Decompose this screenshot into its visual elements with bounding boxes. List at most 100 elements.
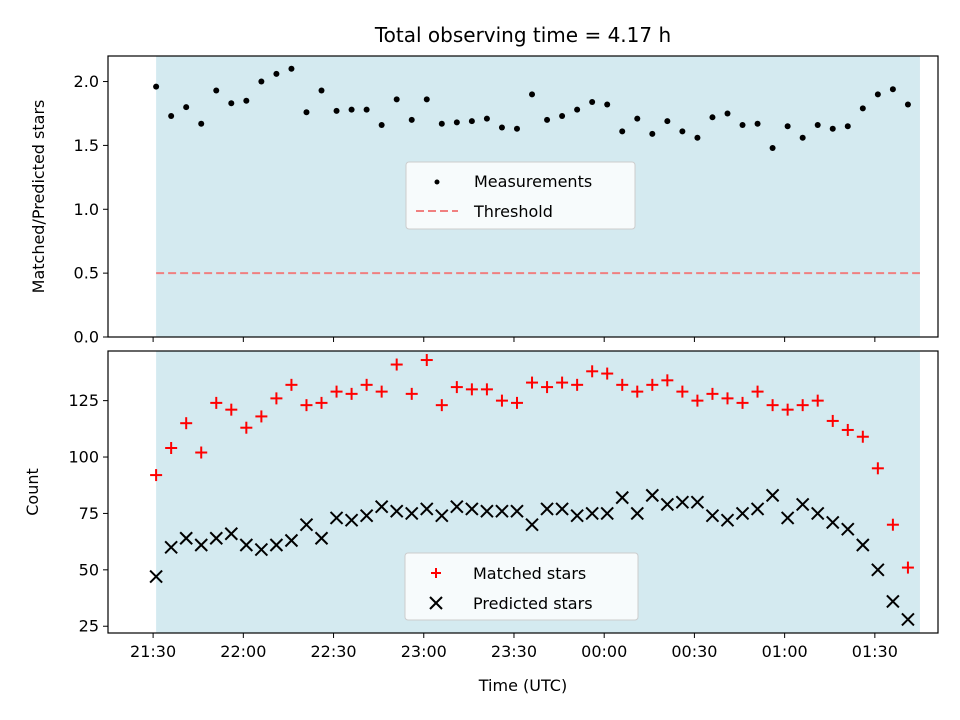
predicted-star-point — [284, 533, 299, 548]
x-tick-label: 23:00 — [401, 642, 447, 661]
predicted-star-point — [765, 488, 780, 503]
predicted-star-point — [224, 527, 239, 541]
measurement-point — [303, 109, 310, 116]
predicted-star-point — [886, 594, 900, 609]
measurement-point — [904, 101, 911, 108]
matched-star-point — [781, 403, 794, 416]
measurement-point — [559, 113, 566, 120]
measurement-point — [529, 91, 536, 98]
matched-star-point — [601, 367, 614, 380]
matched-star-point — [841, 423, 854, 436]
matched-star-point — [150, 469, 163, 482]
legend-predicted-label: Predicted stars — [473, 594, 593, 613]
matched-star-point — [856, 430, 869, 443]
matched-star-point — [435, 399, 448, 412]
matched-star-point — [766, 399, 779, 412]
matched-star-point — [390, 358, 403, 371]
measurement-point — [348, 106, 355, 113]
measurement-point — [498, 124, 505, 131]
predicted-star-point — [149, 569, 163, 584]
predicted-star-point — [630, 506, 644, 521]
measurement-point — [694, 134, 701, 141]
predicted-star-point — [344, 513, 359, 527]
predicted-stars-series — [149, 488, 915, 627]
matched-star-point — [676, 385, 689, 398]
matched-star-point — [270, 392, 283, 405]
matched-star-point — [480, 383, 493, 396]
legend-measurements-marker — [434, 179, 440, 185]
predicted-star-point — [540, 502, 554, 516]
x-tick-label: 00:00 — [581, 642, 627, 661]
measurement-point — [844, 123, 851, 130]
matched-star-point — [405, 387, 418, 400]
y-tick-label: 2.0 — [74, 72, 99, 91]
matched-star-point — [315, 396, 328, 409]
matched-star-point — [375, 385, 388, 398]
predicted-star-point — [420, 502, 434, 516]
measurement-point — [649, 130, 656, 137]
predicted-star-point — [856, 538, 870, 552]
top-legend-box — [405, 161, 636, 230]
measurement-point — [438, 120, 445, 127]
matched-star-point — [285, 378, 298, 391]
matched-star-point — [210, 396, 223, 409]
predicted-star-point — [750, 502, 765, 516]
matched-star-point — [901, 561, 914, 574]
legend-matched-label: Matched stars — [473, 564, 586, 583]
matched-star-point — [465, 383, 478, 396]
matched-star-point — [556, 376, 569, 389]
legend-predicted-cross — [429, 596, 443, 610]
top-x-axis — [152, 337, 876, 342]
measurement-point — [198, 120, 205, 127]
y-tick-label: 100 — [68, 448, 99, 467]
predicted-star-point — [811, 506, 825, 521]
x-tick-label: 23:30 — [491, 642, 537, 661]
matched-star-point — [420, 354, 433, 367]
y-tick-label: 50 — [79, 560, 99, 579]
predicted-star-point — [615, 490, 629, 505]
predicted-star-point — [329, 511, 344, 525]
matched-star-point — [495, 394, 508, 407]
measurement-point — [724, 110, 731, 117]
measurement-point — [739, 121, 746, 128]
predicted-star-point — [705, 508, 720, 523]
measurement-point — [423, 96, 430, 103]
predicted-star-point — [299, 518, 314, 532]
predicted-star-point — [209, 531, 223, 545]
y-tick-label: 1.5 — [74, 136, 99, 155]
x-tick-label: 00:30 — [671, 642, 717, 661]
predicted-star-point — [480, 504, 494, 518]
matched-star-point — [360, 378, 373, 391]
predicted-star-point — [465, 502, 479, 516]
measurement-point — [363, 106, 370, 113]
top-legend: Measurements Threshold — [405, 161, 636, 230]
measurement-point — [258, 78, 265, 85]
measurement-point — [513, 125, 520, 132]
matched-star-point — [450, 381, 463, 394]
matched-star-point — [195, 446, 208, 459]
bottom-legend: Matched stars Predicted stars — [404, 552, 639, 621]
predicted-star-point — [795, 497, 810, 512]
y-tick-label: 0.5 — [74, 264, 99, 283]
y-tick-label: 25 — [79, 617, 99, 636]
x-tick-label: 01:00 — [762, 642, 808, 661]
predicted-star-point — [675, 495, 690, 509]
measurement-point — [754, 120, 761, 127]
measurement-point — [709, 114, 716, 121]
measurement-point — [784, 123, 791, 130]
predicted-star-point — [495, 504, 509, 518]
measurement-point — [634, 115, 641, 122]
measurement-point — [153, 83, 160, 90]
measurement-point — [228, 100, 235, 107]
matched-star-point — [255, 410, 268, 423]
matched-star-point — [886, 518, 899, 531]
matched-star-point — [826, 414, 839, 427]
measurement-point — [679, 128, 686, 135]
matched-star-point — [180, 417, 193, 430]
matched-star-point — [646, 378, 659, 391]
predicted-star-point — [164, 540, 178, 554]
measurement-point — [664, 118, 671, 125]
measurement-point — [333, 107, 340, 114]
predicted-star-point — [239, 538, 254, 552]
